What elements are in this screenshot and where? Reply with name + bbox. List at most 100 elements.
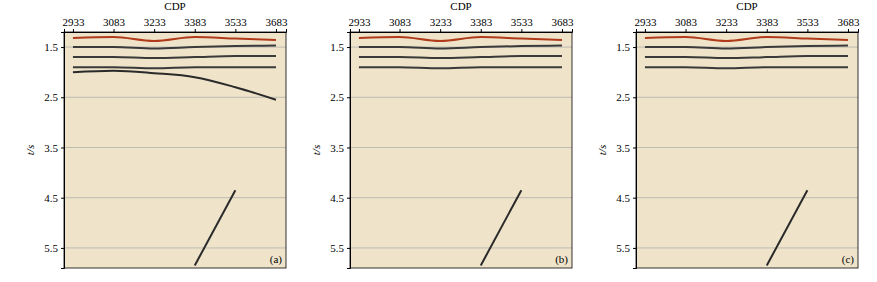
tick: 3.5 [330, 142, 350, 154]
tick-label: 3683 [265, 16, 288, 28]
tick-label: 4.5 [616, 192, 630, 204]
tick: 2933 [634, 16, 657, 32]
tick-label: 3233 [430, 16, 453, 28]
tick: 3383 [756, 16, 779, 32]
tick: 3533 [225, 16, 248, 32]
tick-label: 3.5 [44, 142, 58, 154]
tick-mark [347, 147, 350, 148]
reflector [481, 190, 522, 265]
grid-line [350, 147, 572, 148]
tick-label: 3233 [716, 16, 739, 28]
tick-mark [73, 29, 74, 32]
reflector [195, 190, 236, 265]
tick: 3233 [144, 16, 167, 32]
tick-mark [61, 147, 64, 148]
tick-label: 3083 [675, 16, 698, 28]
tick-label: 4.5 [330, 192, 344, 204]
tick-mark [633, 198, 636, 199]
grid-line [350, 247, 572, 248]
tick: 1.5 [330, 41, 350, 53]
tick-mark [562, 29, 563, 32]
tick-label: 3383 [470, 16, 493, 28]
tick-mark [359, 29, 360, 32]
tick-mark [154, 29, 155, 32]
plot-frame [350, 32, 572, 268]
tick: 4.5 [44, 192, 64, 204]
reflector [359, 46, 562, 49]
axis-title: t/s [24, 145, 36, 155]
tick: 5.5 [330, 242, 350, 254]
grid-line [636, 147, 858, 148]
reflectors [645, 37, 848, 265]
tick-label: 2.5 [616, 91, 630, 103]
reflectors [359, 37, 562, 265]
tick-mark [686, 29, 687, 32]
reflector [73, 56, 276, 58]
tick: 1.5 [616, 41, 636, 53]
grid-line [64, 197, 286, 198]
reflector [645, 67, 848, 68]
tick-label: 1.5 [44, 41, 58, 53]
tick: 2933 [348, 16, 371, 32]
tick: 3683 [551, 16, 574, 32]
tick-label: 5.5 [330, 242, 344, 254]
tick-mark [521, 29, 522, 32]
tick-mark [61, 248, 64, 249]
reflector [645, 56, 848, 58]
y-axis: 1.5 2.5 3.5 4.5 5.5 [330, 33, 350, 269]
tick-label: 3233 [144, 16, 167, 28]
label-patch [840, 252, 857, 267]
tick-label: 2933 [634, 16, 657, 28]
tick: 3083 [675, 16, 698, 32]
tick-label: 3533 [797, 16, 820, 28]
tick-label: 5.5 [44, 242, 58, 254]
figure: 2933 3083 3233 3383 3533 3683 1.5 2.5 3.5 4.5 5.5 (… [0, 0, 877, 282]
tick: 3683 [837, 16, 860, 32]
tick: 3.5 [616, 142, 636, 154]
label-patch [268, 252, 285, 267]
reflector [645, 37, 848, 41]
tick-mark [440, 29, 441, 32]
grid [636, 47, 858, 248]
reflector [73, 46, 276, 49]
tick-label: 3383 [184, 16, 207, 28]
x-axis: 2933 3083 3233 3383 3533 3683 [634, 16, 860, 33]
tick-mark [61, 97, 64, 98]
tick-label: 2933 [62, 16, 84, 28]
tick-label: 3683 [837, 16, 860, 28]
panel: 2933 3083 3233 3383 3533 3683 1.5 2.5 3.5 4.5 5.5 (… [616, 16, 860, 269]
y-axis: 1.5 2.5 3.5 4.5 5.5 [616, 33, 636, 269]
tick: 3383 [184, 16, 207, 32]
tick-mark [347, 198, 350, 199]
y-axis: 1.5 2.5 3.5 4.5 5.5 [44, 33, 64, 269]
tick-label: 3.5 [330, 142, 344, 154]
plot-frame [64, 32, 286, 268]
grid-line [636, 197, 858, 198]
tick-mark [633, 147, 636, 148]
plot-background [64, 32, 286, 268]
grid-line [350, 97, 572, 98]
tick: 3533 [797, 16, 820, 32]
label-patch [553, 252, 570, 267]
axis-title: CDP [164, 0, 185, 12]
tick-label: 5.5 [616, 242, 630, 254]
tick: 3083 [103, 16, 126, 32]
tick: 2.5 [330, 91, 350, 103]
tick-mark [633, 47, 636, 48]
tick-mark [276, 29, 277, 32]
tick-mark [61, 198, 64, 199]
reflectors [73, 37, 276, 265]
reflector [359, 37, 562, 41]
tick: 3233 [716, 16, 739, 32]
tick-label: 1.5 [616, 41, 630, 53]
panel-label: (c) [842, 253, 855, 266]
reflector [73, 71, 276, 100]
tick: 1.5 [44, 41, 64, 53]
grid-line [64, 147, 286, 148]
tick-label: 4.5 [44, 192, 58, 204]
tick-mark [767, 29, 768, 32]
tick: 4.5 [330, 192, 350, 204]
tick-label: 2.5 [44, 91, 58, 103]
tick: 5.5 [616, 242, 636, 254]
tick-label: 2.5 [330, 91, 344, 103]
